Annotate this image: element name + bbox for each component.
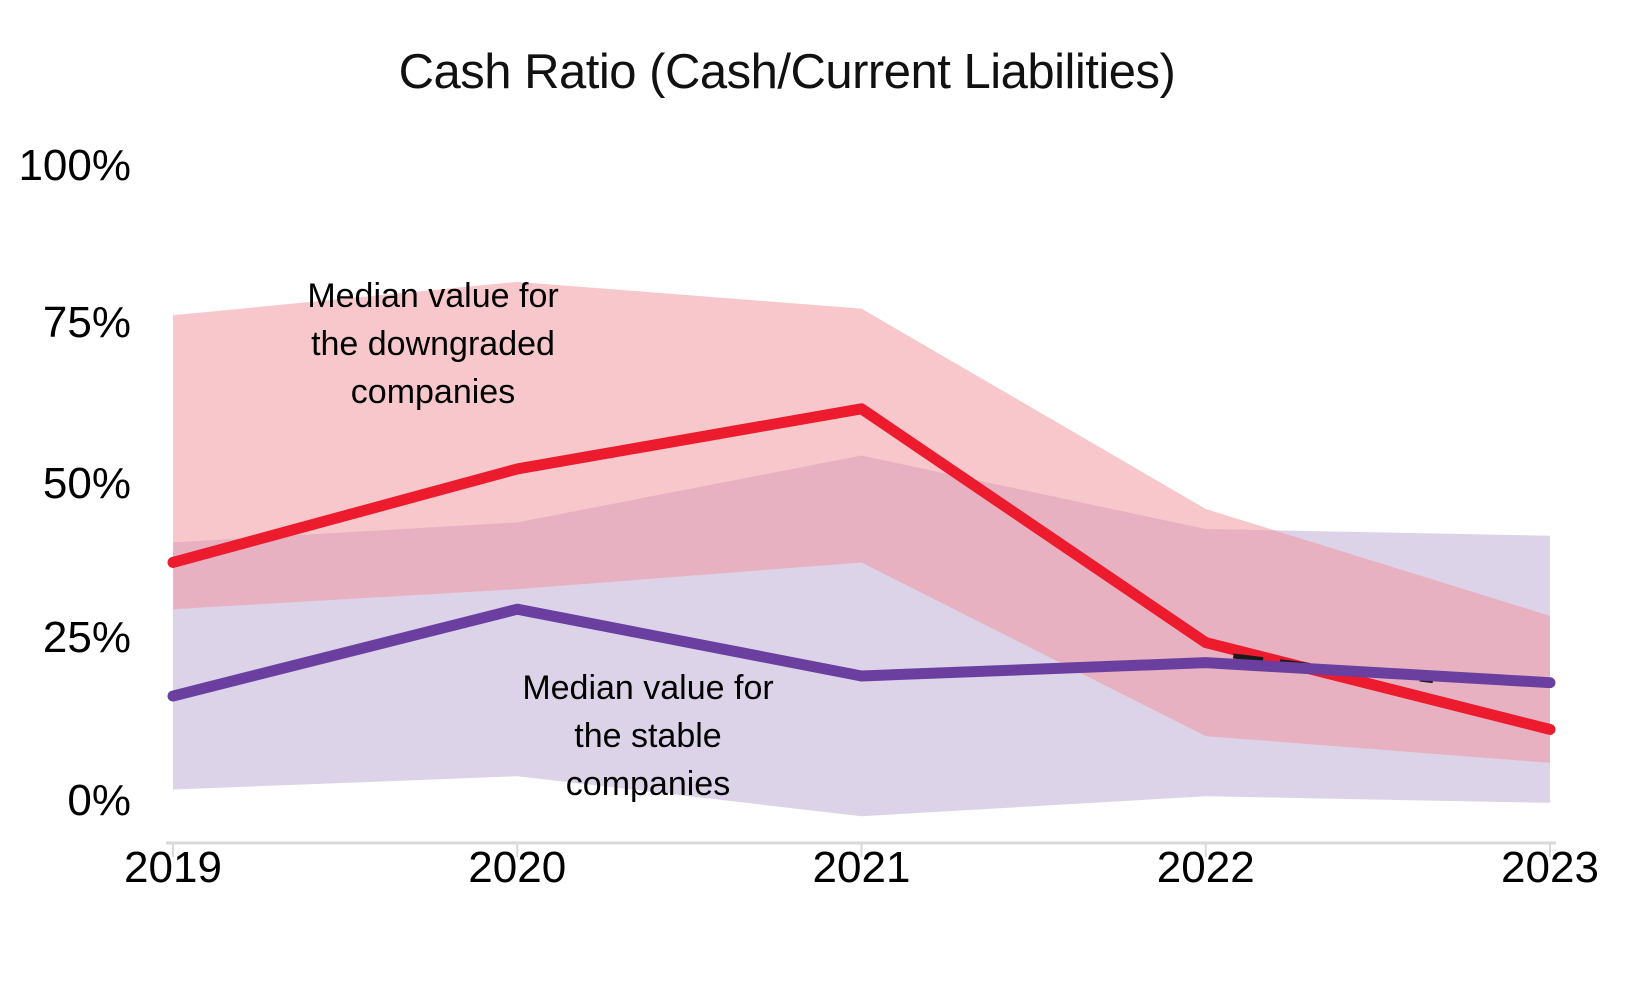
y-tick-label-75: 75% bbox=[43, 298, 131, 347]
x-tick-label-2023: 2023 bbox=[1501, 843, 1599, 892]
x-tick-label-2020: 2020 bbox=[468, 843, 566, 892]
chart-title: Cash Ratio (Cash/Current Liabilities) bbox=[398, 45, 1176, 99]
y-tick-label-100: 100% bbox=[18, 141, 131, 190]
y-tick-label-25: 25% bbox=[43, 613, 131, 662]
stable-median-line bbox=[167, 603, 1556, 702]
x-tick-label-2021: 2021 bbox=[813, 843, 911, 892]
annotation-downgraded-median: Median value for the downgraded companie… bbox=[307, 277, 559, 411]
y-tick-label-50: 50% bbox=[43, 459, 131, 508]
y-tick-label-0: 0% bbox=[67, 776, 131, 825]
x-tick-label-2019: 2019 bbox=[124, 843, 222, 892]
annotation-stable-median: Median value for the stable companies bbox=[522, 669, 774, 803]
x-tick-label-2022: 2022 bbox=[1157, 843, 1255, 892]
